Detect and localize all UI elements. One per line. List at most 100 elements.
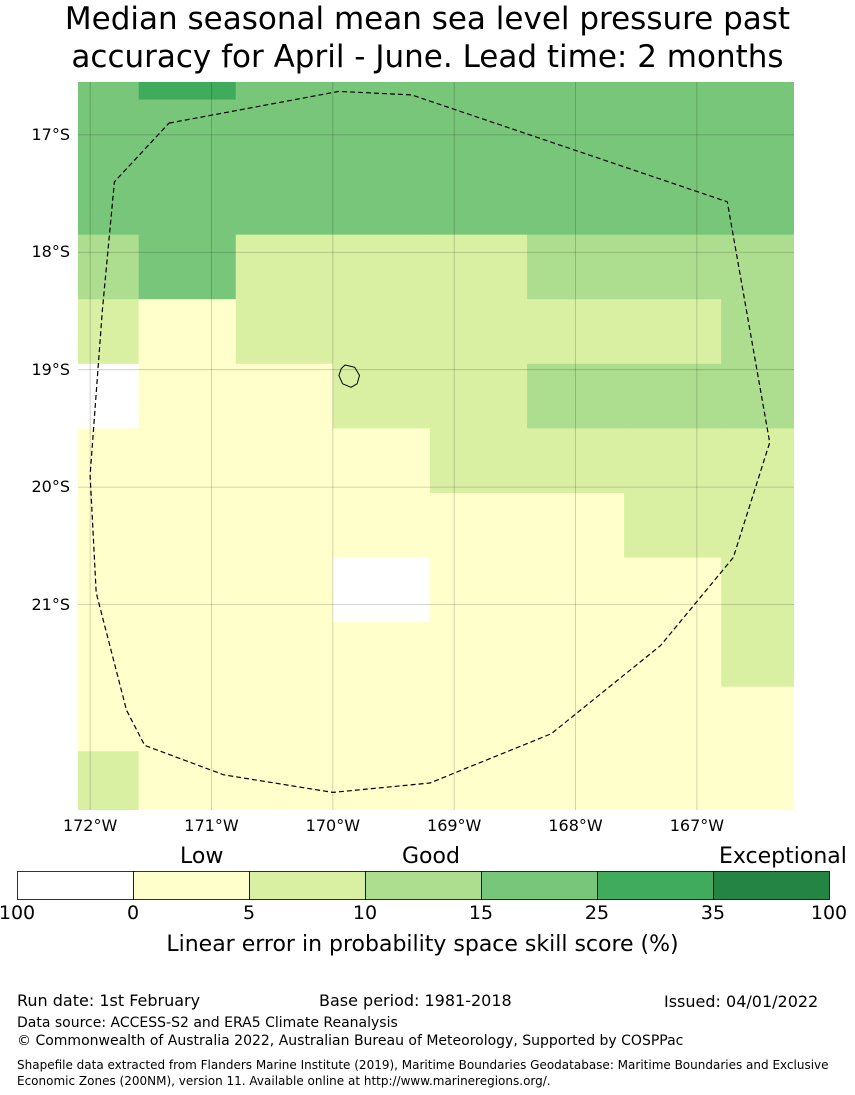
skill-score-map <box>78 82 794 810</box>
colorbar-segment <box>133 871 250 900</box>
issued-date: Issued: 04/01/2022 <box>664 992 819 1011</box>
eez-boundary <box>89 90 771 794</box>
grid-cell <box>721 557 794 623</box>
grid-cell <box>527 82 625 101</box>
grid-cell <box>138 751 237 810</box>
grid-cell <box>235 622 334 688</box>
colorbar-tick-label: 15 <box>468 902 494 924</box>
grid-cell <box>138 428 237 494</box>
grid-cell <box>429 492 528 559</box>
shapefile-credit-line-1: Shapefile data extracted from Flanders M… <box>17 1058 829 1072</box>
grid-cell <box>527 99 625 236</box>
grid-cell <box>235 557 334 623</box>
colorbar-tick-label: 35 <box>700 902 726 924</box>
longitude-tick-label: 169°W <box>427 816 482 835</box>
grid-cell <box>624 428 722 494</box>
colorbar-segment <box>597 871 714 900</box>
grid-cell <box>78 751 140 810</box>
grid-cell <box>429 82 528 101</box>
grid-cell <box>78 557 140 623</box>
chart-title: Median seasonal mean sea level pressure … <box>0 0 855 76</box>
grid-cell <box>429 299 528 365</box>
grid-cell <box>624 99 722 236</box>
run-date: Run date: 1st February <box>17 991 201 1010</box>
grid-cell <box>138 622 237 688</box>
grid-cell <box>721 428 794 494</box>
grid-cell <box>624 492 722 559</box>
latitude-tick-label: 17°S <box>31 124 70 144</box>
grid-cell <box>332 428 431 494</box>
grid-cell <box>527 622 625 688</box>
grid-cell <box>332 234 431 300</box>
grid-cell <box>527 428 625 494</box>
grid-cell <box>624 363 722 429</box>
longitude-tick-label: 167°W <box>669 816 725 835</box>
grid-cell <box>138 99 237 236</box>
grid-cell <box>78 82 140 101</box>
grid-cell <box>138 686 237 752</box>
grid-cell <box>235 234 334 300</box>
grid-cell <box>527 363 625 429</box>
grid-cell <box>332 363 431 429</box>
grid-cell <box>527 557 625 623</box>
grid-cell <box>332 299 431 365</box>
grid-cell <box>235 751 334 810</box>
colorbar-segment <box>713 871 830 900</box>
latitude-tick-label: 20°S <box>31 477 70 497</box>
grid-cell <box>624 234 722 300</box>
grid-cell <box>721 751 794 810</box>
longitude-tick-label: 168°W <box>548 816 603 835</box>
grid-cell <box>429 751 528 810</box>
latitude-tick-label: 18°S <box>31 242 70 262</box>
grid-cell <box>721 492 794 559</box>
grid-cell <box>527 234 625 300</box>
grid-cell <box>78 622 140 688</box>
colorbar-tick-label: 100 <box>0 902 36 924</box>
grid-cell <box>721 686 794 752</box>
colorbar-tick-label: 100 <box>810 902 848 924</box>
grid-cell <box>721 234 794 300</box>
grid-cell <box>78 492 140 559</box>
grid-cell <box>624 299 722 365</box>
grid-cell <box>138 492 237 559</box>
grid-cell <box>78 363 140 429</box>
colorbar-category-low: Low <box>180 844 224 869</box>
grid-cell <box>332 751 431 810</box>
grid-cell <box>429 234 528 300</box>
longitude-tick-label: 170°W <box>305 816 361 835</box>
grid-cell <box>721 82 794 101</box>
grid-cell <box>235 428 334 494</box>
colorbar-segment <box>17 871 134 900</box>
grid-cell <box>332 622 431 688</box>
grid-cell <box>332 99 431 236</box>
grid-cell <box>332 557 431 623</box>
grid-cell <box>138 82 237 101</box>
grid-cell <box>78 299 140 365</box>
grid-cell <box>235 492 334 559</box>
grid-cell <box>429 557 528 623</box>
grid-cell <box>429 99 528 236</box>
grid-cell <box>624 751 722 810</box>
colorbar-tick-label: 0 <box>126 902 140 924</box>
grid-cell <box>235 363 334 429</box>
longitude-tick-label: 172°W <box>62 816 118 835</box>
title-line-2: accuracy for April - June. Lead time: 2 … <box>71 39 784 75</box>
latitude-tick-label: 19°S <box>31 359 70 379</box>
colorbar <box>17 871 830 900</box>
colorbar-tick-label: 10 <box>352 902 378 924</box>
grid-cell <box>332 686 431 752</box>
colorbar-label: Linear error in probability space skill … <box>166 932 679 957</box>
grid-cell <box>527 492 625 559</box>
grid-cell <box>235 82 334 101</box>
grid-cell <box>78 99 140 236</box>
colorbar-tick-label: 25 <box>584 902 610 924</box>
colorbar-segment <box>249 871 366 900</box>
base-period: Base period: 1981-2018 <box>319 991 512 1010</box>
grid-cell <box>624 686 722 752</box>
copyright: © Commonwealth of Australia 2022, Austra… <box>17 1033 684 1049</box>
grid-cell <box>624 557 722 623</box>
latitude-tick-label: 21°S <box>31 594 70 614</box>
grid-cell <box>429 363 528 429</box>
colorbar-category-exceptional: Exceptional <box>719 844 847 869</box>
grid-cell <box>235 99 334 236</box>
